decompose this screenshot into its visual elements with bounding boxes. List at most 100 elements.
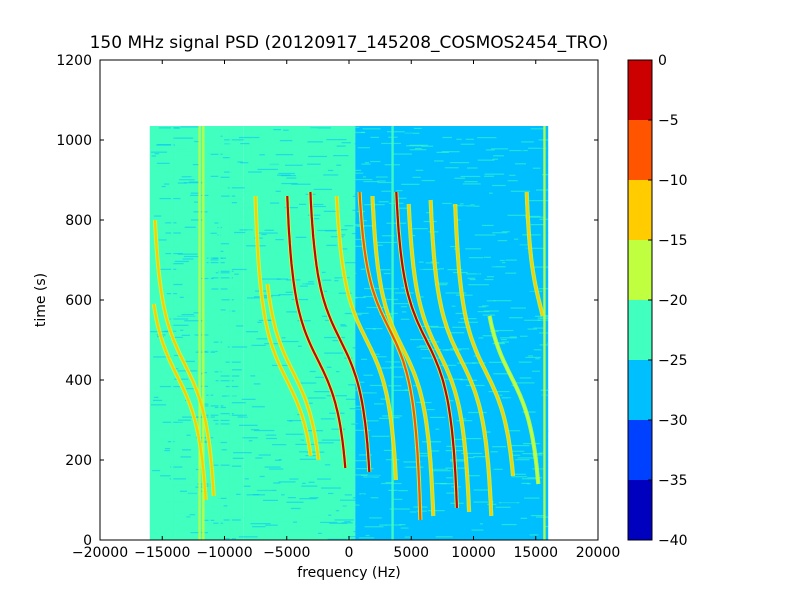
- noise-streak: [396, 133, 413, 135]
- noise-streak: [468, 411, 487, 414]
- noise-streak: [484, 301, 498, 303]
- noise-streak: [289, 420, 293, 422]
- noise-streak: [247, 533, 267, 535]
- noise-streak: [275, 190, 281, 192]
- noise-streak: [291, 298, 309, 301]
- noise-streak: [236, 493, 241, 495]
- noise-streak: [335, 371, 340, 373]
- trace-9: [395, 191, 458, 509]
- noise-streak: [216, 128, 236, 131]
- noise-streak: [428, 450, 440, 452]
- noise-streak: [247, 270, 262, 273]
- noise-streak: [188, 180, 194, 182]
- noise-streak: [385, 481, 395, 484]
- noise-streak: [336, 145, 346, 147]
- noise-streak: [172, 283, 183, 286]
- noise-streak: [537, 232, 549, 234]
- noise-streak: [222, 157, 231, 159]
- noise-streak: [524, 209, 540, 212]
- noise-streak: [281, 182, 298, 185]
- noise-streak: [348, 384, 357, 386]
- noise-streak: [363, 359, 369, 362]
- x-tick-label: 5000: [393, 545, 429, 561]
- noise-streak: [383, 457, 396, 459]
- noise-streak: [400, 453, 414, 455]
- noise-streak: [159, 482, 179, 484]
- noise-streak: [182, 449, 192, 451]
- noise-streak: [417, 300, 429, 303]
- noise-streak: [522, 432, 527, 435]
- noise-streak: [536, 393, 549, 395]
- noise-streak: [306, 170, 318, 172]
- noise-streak: [283, 129, 289, 131]
- noise-streak: [372, 389, 383, 391]
- noise-streak: [184, 154, 206, 156]
- noise-streak: [479, 526, 497, 528]
- noise-streak: [381, 482, 402, 485]
- noise-streak: [225, 491, 232, 493]
- noise-streak: [279, 412, 284, 415]
- noise-streak: [394, 292, 414, 294]
- noise-streak: [522, 449, 527, 451]
- noise-streak: [317, 478, 331, 480]
- noise-streak: [189, 181, 199, 183]
- noise-streak: [466, 273, 482, 275]
- noise-streak: [488, 361, 505, 363]
- noise-streak: [174, 260, 189, 263]
- noise-streak: [254, 429, 275, 432]
- noise-streak: [289, 478, 299, 480]
- noise-streak: [428, 510, 445, 512]
- noise-streak: [379, 524, 387, 526]
- noise-streak: [252, 526, 266, 528]
- noise-streak: [381, 142, 402, 145]
- noise-streak: [298, 203, 307, 205]
- noise-streak: [376, 293, 385, 296]
- noise-streak: [455, 399, 475, 401]
- noise-streak: [191, 243, 211, 245]
- noise-streak: [186, 516, 191, 518]
- noise-streak: [172, 349, 193, 351]
- noise-streak: [209, 259, 219, 261]
- noise-streak: [473, 355, 479, 357]
- noise-streak: [430, 326, 447, 328]
- noise-streak: [511, 261, 519, 263]
- noise-streak: [339, 335, 349, 337]
- noise-streak: [519, 503, 534, 505]
- noise-streak: [521, 478, 538, 480]
- noise-streak: [377, 180, 386, 182]
- noise-streak: [348, 169, 362, 171]
- noise-streak: [261, 418, 272, 420]
- noise-streak: [436, 463, 454, 466]
- noise-streak: [328, 492, 334, 495]
- noise-streak: [321, 206, 343, 208]
- noise-streak: [259, 154, 265, 156]
- noise-streak: [505, 418, 512, 420]
- noise-streak: [490, 451, 498, 453]
- noise-streak: [359, 381, 365, 383]
- noise-streak: [412, 176, 421, 178]
- noise-streak: [338, 292, 352, 294]
- noise-streak: [482, 335, 493, 337]
- noise-streak: [348, 536, 368, 538]
- noise-streak: [204, 403, 210, 405]
- noise-streak: [379, 417, 393, 419]
- noise-streak: [270, 323, 283, 325]
- noise-streak: [239, 424, 258, 426]
- noise-streak: [240, 142, 250, 145]
- noise-streak: [375, 425, 391, 427]
- noise-streak: [334, 280, 339, 282]
- noise-streak: [324, 352, 344, 354]
- noise-streak: [369, 517, 382, 519]
- noise-streak: [537, 439, 549, 441]
- noise-streak: [465, 248, 482, 250]
- noise-streak: [302, 482, 306, 484]
- noise-streak: [514, 238, 519, 240]
- noise-streak: [406, 519, 415, 522]
- noise-streak: [275, 396, 291, 398]
- noise-streak: [212, 464, 232, 466]
- noise-streak: [238, 136, 260, 139]
- x-tick-label: 10000: [451, 545, 496, 561]
- noise-streak: [360, 395, 370, 397]
- noise-streak: [323, 392, 332, 395]
- noise-streak: [503, 399, 515, 402]
